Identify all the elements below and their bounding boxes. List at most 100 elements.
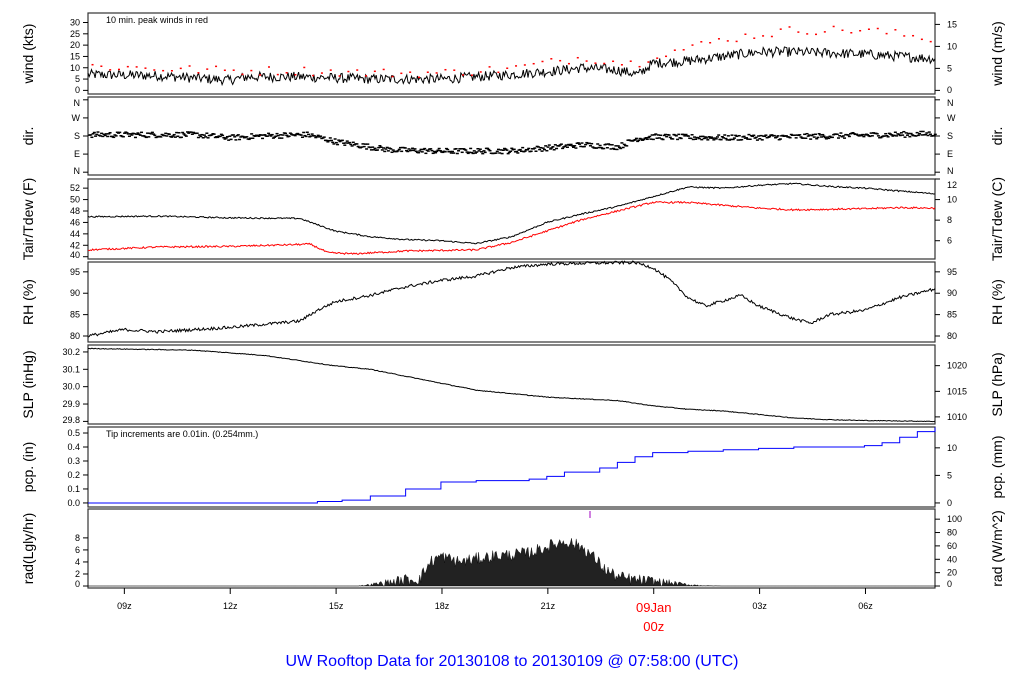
rad-ytick-label: 8 (75, 533, 80, 543)
dir-series-wind-direction (88, 130, 937, 155)
direction-point (452, 152, 456, 154)
direction-point (550, 147, 554, 149)
direction-point (130, 134, 134, 136)
peak-wind-point (232, 69, 235, 71)
direction-point (736, 139, 740, 141)
direction-point (598, 144, 602, 147)
peak-wind-point (294, 74, 297, 76)
direction-point (269, 135, 273, 137)
pcp-ytick-label: 0.2 (67, 470, 80, 480)
direction-point (527, 147, 531, 150)
peak-wind-point (876, 27, 879, 30)
pcp-annotation: Tip increments are 0.01in. (0.254mm.) (106, 429, 258, 439)
peak-wind-point (700, 41, 703, 43)
direction-point (717, 134, 721, 136)
peak-wind-point (329, 69, 332, 71)
direction-point (901, 134, 905, 136)
direction-point (253, 135, 257, 137)
pcp-ylabel: pcp. (in) (20, 442, 36, 493)
peak-wind-point (753, 37, 756, 39)
direction-point (655, 137, 659, 139)
direction-point (279, 134, 283, 136)
direction-point (898, 134, 902, 137)
panel-pcp: 0.0 0.1 0.2 0.3 0.4 0.5 0 5 10 pcp. (in) pcp. (mm)… (20, 426, 1005, 508)
peak-wind-point (744, 33, 747, 35)
direction-point (342, 142, 346, 144)
peak-wind-point (312, 74, 315, 77)
direction-point (662, 134, 666, 137)
direction-point (665, 135, 669, 138)
peak-wind-point (373, 70, 376, 73)
direction-point (892, 134, 896, 137)
direction-point (153, 134, 157, 137)
direction-point (515, 150, 519, 153)
peak-wind-point (779, 28, 782, 30)
direction-point (426, 150, 430, 152)
slp-ytick-label: 30.0 (62, 382, 80, 392)
rad-ylabel: rad(Lgly/hr) (20, 513, 36, 585)
rh-ytick-label: 95 (70, 267, 80, 277)
direction-point (703, 136, 707, 138)
peak-wind-point (567, 62, 570, 65)
direction-point (414, 150, 418, 153)
direction-point (443, 151, 447, 153)
direction-point (371, 146, 375, 148)
pcp-ytick-right-label: 0 (947, 498, 952, 508)
peak-wind-point (365, 75, 368, 77)
wind-ytick-right-label: 0 (947, 85, 952, 95)
direction-point (584, 143, 588, 146)
direction-point (707, 136, 711, 138)
direction-point (696, 136, 700, 139)
peak-wind-point (576, 56, 579, 59)
peak-wind-point (673, 49, 676, 51)
direction-point (303, 134, 307, 137)
direction-point (325, 139, 329, 142)
direction-point (651, 138, 655, 141)
direction-point (245, 136, 249, 138)
direction-point (469, 147, 473, 150)
temp-ytick-label: 46 (70, 217, 80, 227)
direction-point (908, 135, 912, 138)
direction-point (284, 132, 288, 135)
direction-point (407, 148, 411, 150)
peak-wind-point (770, 35, 773, 38)
direction-point (557, 145, 561, 147)
peak-wind-point (320, 72, 323, 74)
peak-wind-point (153, 69, 156, 71)
direction-point (838, 135, 842, 137)
direction-point (331, 141, 335, 144)
wind-ylabel-right: wind (m/s) (989, 21, 1005, 87)
direction-point (459, 148, 463, 150)
direction-point (510, 147, 514, 150)
direction-point (182, 133, 186, 135)
direction-point (147, 136, 151, 138)
direction-point (615, 148, 619, 151)
direction-point (921, 130, 925, 133)
direction-point (223, 138, 227, 140)
direction-point (206, 137, 210, 139)
peak-wind-point (400, 72, 403, 75)
direction-point (332, 143, 336, 145)
direction-point (755, 139, 759, 141)
direction-point (823, 136, 827, 139)
direction-point (875, 133, 879, 135)
direction-point (613, 148, 617, 151)
rad-ytick-right-label: 20 (947, 568, 957, 578)
direction-point (315, 136, 319, 138)
direction-point (794, 137, 798, 139)
direction-point (907, 132, 911, 135)
direction-point (411, 147, 415, 150)
pcp-ytick-label: 0.5 (67, 428, 80, 438)
direction-point (505, 149, 509, 151)
direction-point (650, 134, 654, 136)
direction-point (754, 136, 758, 139)
direction-point (614, 145, 618, 147)
direction-point (333, 138, 337, 140)
direction-point (799, 136, 803, 138)
direction-point (633, 138, 637, 141)
direction-point (136, 132, 140, 134)
dir-ytick-right-label: N (947, 98, 954, 108)
peak-wind-point (250, 69, 253, 72)
direction-point (183, 134, 187, 136)
direction-point (757, 135, 761, 137)
